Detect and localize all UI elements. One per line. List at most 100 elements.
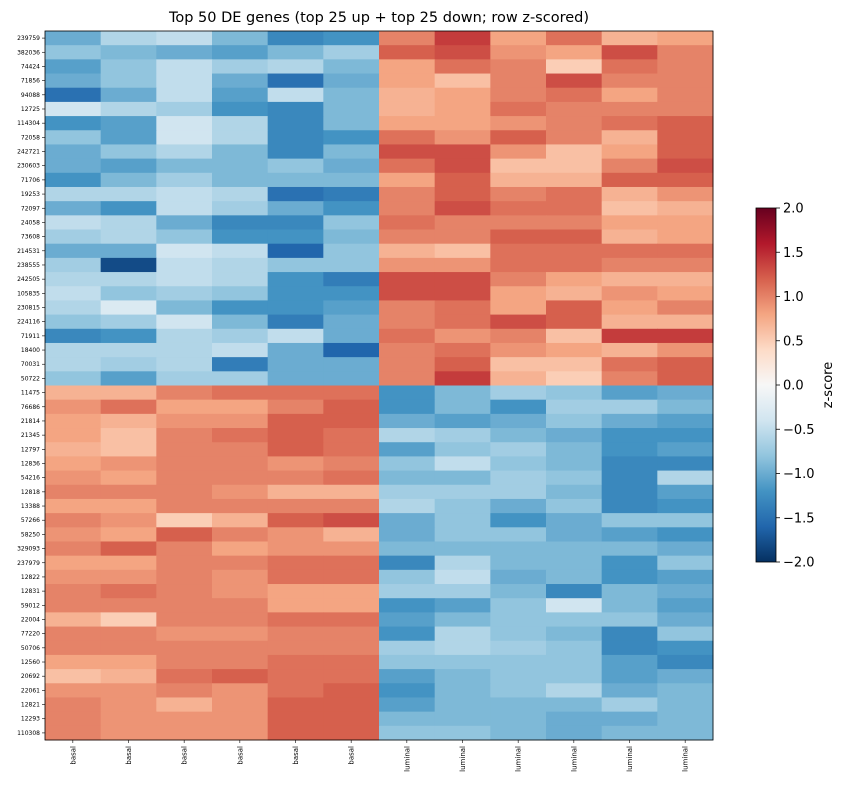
- heatmap-cell: [657, 45, 714, 60]
- row-label: 58250: [21, 531, 40, 538]
- heatmap-cell: [156, 484, 213, 500]
- heatmap-cell: [601, 669, 658, 684]
- heatmap-cell: [45, 413, 102, 429]
- heatmap-cell: [156, 399, 213, 415]
- heatmap-cell: [156, 186, 213, 202]
- heatmap-cell: [546, 555, 603, 571]
- heatmap-cell: [434, 484, 491, 500]
- heatmap-cell: [267, 498, 324, 514]
- heatmap-cell: [601, 314, 658, 330]
- heatmap-cell: [434, 527, 491, 542]
- heatmap-cell: [100, 584, 157, 599]
- heatmap-cell: [212, 385, 269, 401]
- heatmap-cell: [212, 73, 269, 89]
- heatmap-cell: [267, 584, 324, 599]
- heatmap-cell: [323, 342, 380, 358]
- heatmap-cell: [45, 186, 102, 202]
- heatmap-cell: [657, 470, 714, 486]
- heatmap-cell: [379, 328, 436, 344]
- heatmap-cell: [267, 527, 324, 542]
- heatmap-cell: [434, 541, 491, 557]
- heatmap-cell: [546, 541, 603, 557]
- heatmap-cell: [323, 598, 380, 613]
- heatmap-cell: [323, 399, 380, 415]
- heatmap-cell: [601, 87, 658, 103]
- heatmap-cell: [323, 59, 380, 75]
- heatmap-cell: [267, 541, 324, 557]
- row-label: 11475: [21, 390, 40, 397]
- row-label: 382036: [17, 49, 40, 56]
- heatmap-cell: [45, 144, 102, 160]
- heatmap-cell: [546, 513, 603, 528]
- column-label: basal: [181, 746, 189, 765]
- heatmap-cell: [546, 186, 603, 202]
- heatmap-cell: [379, 101, 436, 117]
- heatmap-cell: [490, 626, 547, 642]
- heatmap-cell: [546, 172, 603, 188]
- row-label: 12797: [21, 446, 40, 453]
- heatmap-cell: [212, 399, 269, 415]
- heatmap-cell: [434, 569, 491, 585]
- colorbar-tick-label: −0.5: [783, 423, 815, 438]
- heatmap-cell: [323, 669, 380, 684]
- heatmap-cell: [212, 87, 269, 103]
- heatmap-cell: [434, 144, 491, 160]
- heatmap-cell: [156, 697, 213, 713]
- heatmap-cell: [601, 272, 658, 287]
- heatmap-cell: [323, 640, 380, 656]
- heatmap-cell: [434, 229, 491, 245]
- colorbar-label: z-score: [821, 362, 836, 408]
- heatmap-cell: [379, 215, 436, 231]
- heatmap-cell: [156, 513, 213, 528]
- heatmap-cell: [100, 683, 157, 698]
- heatmap-cell: [546, 470, 603, 486]
- row-label: 12836: [21, 460, 40, 467]
- row-label: 50722: [21, 375, 40, 382]
- heatmap-cell: [546, 683, 603, 698]
- row-label: 19253: [21, 191, 40, 198]
- heatmap-cell: [601, 186, 658, 202]
- heatmap-cell: [100, 484, 157, 500]
- row-label: 230603: [17, 163, 40, 170]
- heatmap-cell: [323, 257, 380, 273]
- heatmap-cell: [212, 697, 269, 713]
- heatmap-cell: [601, 286, 658, 301]
- heatmap-cell: [601, 612, 658, 628]
- heatmap-cell: [601, 201, 658, 216]
- row-label: 12293: [21, 716, 40, 723]
- heatmap-frame: [44, 30, 714, 741]
- heatmap-cell: [379, 612, 436, 628]
- heatmap-cell: [100, 45, 157, 60]
- heatmap-cell: [490, 229, 547, 245]
- heatmap-cell: [657, 73, 714, 89]
- heatmap-cell: [657, 413, 714, 429]
- heatmap-cell: [45, 697, 102, 713]
- heatmap-cell: [490, 31, 547, 46]
- heatmap-cell: [490, 541, 547, 557]
- heatmap-cell: [490, 215, 547, 231]
- heatmap-cell: [601, 300, 658, 316]
- heatmap-cell: [490, 342, 547, 358]
- heatmap-cell: [212, 584, 269, 599]
- column-label: basal: [69, 746, 77, 765]
- heatmap-cell: [546, 87, 603, 103]
- row-label: 73608: [21, 234, 40, 241]
- heatmap-cell: [156, 73, 213, 89]
- heatmap-cell: [657, 626, 714, 642]
- heatmap-cell: [100, 527, 157, 542]
- heatmap-cell: [267, 669, 324, 684]
- heatmap-cell: [379, 598, 436, 613]
- heatmap-cell: [434, 215, 491, 231]
- heatmap-cell: [601, 569, 658, 585]
- heatmap-cell: [657, 569, 714, 585]
- heatmap-cell: [100, 513, 157, 528]
- heatmap-cell: [212, 442, 269, 457]
- heatmap-cell: [379, 626, 436, 642]
- heatmap-cell: [323, 186, 380, 202]
- heatmap-cell: [546, 257, 603, 273]
- heatmap-cell: [45, 172, 102, 188]
- heatmap-cell: [490, 654, 547, 670]
- heatmap-cell: [601, 640, 658, 656]
- heatmap-cell: [490, 612, 547, 628]
- heatmap-cell: [212, 626, 269, 642]
